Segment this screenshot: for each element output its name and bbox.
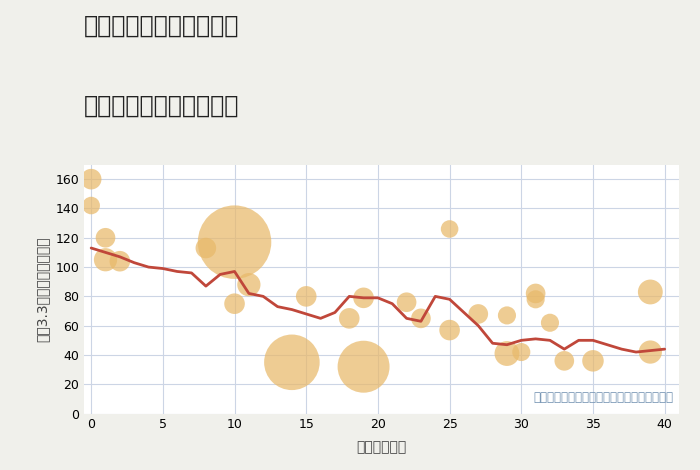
- Point: [358, 294, 369, 302]
- Point: [300, 293, 312, 300]
- Point: [200, 244, 211, 252]
- Point: [516, 348, 527, 356]
- Point: [358, 363, 369, 370]
- Point: [286, 359, 297, 366]
- Point: [473, 310, 484, 318]
- X-axis label: 築年数（年）: 築年数（年）: [356, 440, 407, 454]
- Point: [114, 258, 125, 265]
- Point: [85, 202, 97, 209]
- Point: [444, 225, 455, 233]
- Point: [444, 326, 455, 334]
- Point: [401, 298, 412, 306]
- Point: [229, 238, 240, 246]
- Point: [645, 348, 656, 356]
- Point: [100, 256, 111, 264]
- Text: 福岡県福岡市東区松崎の: 福岡県福岡市東区松崎の: [84, 14, 239, 38]
- Point: [501, 350, 512, 357]
- Point: [530, 296, 541, 303]
- Point: [100, 234, 111, 242]
- Text: 円の大きさは、取引のあった物件面積を示す: 円の大きさは、取引のあった物件面積を示す: [533, 391, 673, 404]
- Point: [587, 357, 598, 365]
- Point: [559, 357, 570, 365]
- Point: [415, 314, 426, 322]
- Point: [530, 290, 541, 297]
- Point: [244, 281, 255, 289]
- Point: [229, 300, 240, 307]
- Point: [545, 319, 556, 327]
- Point: [501, 312, 512, 319]
- Point: [645, 288, 656, 296]
- Point: [85, 175, 97, 183]
- Text: 築年数別中古戸建て価格: 築年数別中古戸建て価格: [84, 94, 239, 118]
- Y-axis label: 坪（3.3㎡）単価（万円）: 坪（3.3㎡）単価（万円）: [36, 236, 50, 342]
- Point: [344, 314, 355, 322]
